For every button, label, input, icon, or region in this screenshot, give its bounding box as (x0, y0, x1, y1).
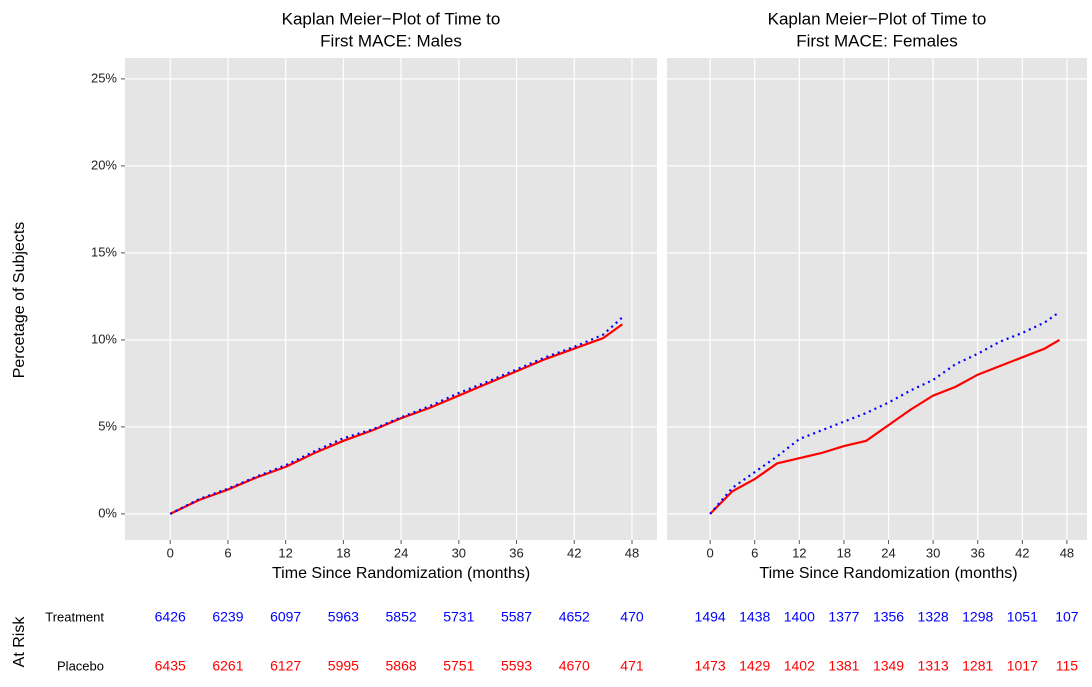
at-risk-count: 1494 (695, 609, 726, 625)
at-risk-count: 4670 (559, 658, 590, 674)
x-tick-label: 36 (509, 545, 523, 560)
x-tick-label: 0 (167, 545, 174, 560)
at-risk-count: 1356 (873, 609, 904, 625)
x-tick-label: 12 (792, 545, 806, 560)
km-curve (709, 338, 1061, 515)
x-tick-label: 6 (224, 545, 231, 560)
y-tick-label: 25% (91, 70, 117, 85)
x-tick-label: 36 (970, 545, 984, 560)
at-risk-count: 6435 (155, 658, 186, 674)
at-risk-count: 5751 (443, 658, 474, 674)
at-risk-count: 1298 (962, 609, 993, 625)
at-risk-count: 470 (620, 609, 644, 625)
at-risk-count: 1377 (828, 609, 859, 625)
x-tick-label: 6 (751, 545, 758, 560)
y-tick-label: 5% (98, 418, 117, 433)
plot-background (125, 58, 657, 540)
at-risk-count: 1017 (1007, 658, 1038, 674)
at-risk-count: 6239 (212, 609, 243, 625)
at-risk-count: 115 (1056, 658, 1079, 674)
x-tick-label: 24 (881, 545, 895, 560)
at-risk-count: 6426 (155, 609, 186, 625)
x-tick-label: 30 (452, 545, 466, 560)
x-tick-label: 42 (567, 545, 581, 560)
at-risk-count: 1400 (784, 609, 815, 625)
x-tick-label: 0 (706, 545, 713, 560)
x-tick-label: 24 (394, 545, 408, 560)
at-risk-count: 5868 (386, 658, 417, 674)
at-risk-count: 1473 (695, 658, 726, 674)
at-risk-row-label: Treatment (45, 609, 104, 624)
x-axis-label: Time Since Randomization (months) (272, 565, 530, 582)
chart-title: First MACE: Males (320, 31, 462, 50)
at-risk-count: 1281 (962, 658, 993, 674)
at-risk-count: 5995 (328, 658, 359, 674)
plot-background (667, 58, 1087, 540)
at-risk-count: 471 (620, 658, 644, 674)
x-tick-label: 48 (625, 545, 639, 560)
at-risk-count: 107 (1055, 609, 1079, 625)
at-risk-label: At Risk (11, 616, 28, 668)
at-risk-count: 1429 (739, 658, 770, 674)
x-tick-label: 30 (926, 545, 940, 560)
chart-title: First MACE: Females (796, 31, 958, 50)
at-risk-count: 5587 (501, 609, 532, 625)
at-risk-count: 1438 (739, 609, 770, 625)
at-risk-count: 5731 (443, 609, 474, 625)
y-tick-label: 10% (91, 331, 117, 346)
at-risk-count: 1349 (873, 658, 904, 674)
at-risk-count: 5852 (386, 609, 417, 625)
x-tick-label: 18 (837, 545, 851, 560)
y-tick-label: 0% (98, 505, 117, 520)
y-tick-label: 15% (91, 244, 117, 259)
at-risk-count: 1313 (918, 658, 949, 674)
at-risk-count: 6127 (270, 658, 301, 674)
x-tick-label: 48 (1060, 545, 1074, 560)
at-risk-count: 1381 (828, 658, 859, 674)
at-risk-count: 5963 (328, 609, 359, 625)
y-tick-label: 20% (91, 157, 117, 172)
km-curve (169, 316, 624, 515)
at-risk-count: 4652 (559, 609, 590, 625)
x-axis-label: Time Since Randomization (months) (759, 565, 1017, 582)
y-axis-label: Percetage of Subjects (11, 222, 28, 379)
at-risk-count: 1051 (1007, 609, 1038, 625)
x-tick-label: 42 (1015, 545, 1029, 560)
at-risk-count: 6097 (270, 609, 301, 625)
at-risk-count: 1402 (784, 658, 815, 674)
x-tick-label: 12 (278, 545, 292, 560)
chart-title: Kaplan Meier−Plot of Time to (768, 9, 987, 28)
at-risk-count: 6261 (212, 658, 243, 674)
km-curve (169, 323, 624, 515)
at-risk-count: 5593 (501, 658, 532, 674)
x-tick-label: 18 (336, 545, 350, 560)
at-risk-count: 1328 (918, 609, 949, 625)
chart-title: Kaplan Meier−Plot of Time to (282, 9, 501, 28)
at-risk-row-label: Placebo (57, 658, 104, 673)
km-curve (709, 311, 1061, 515)
